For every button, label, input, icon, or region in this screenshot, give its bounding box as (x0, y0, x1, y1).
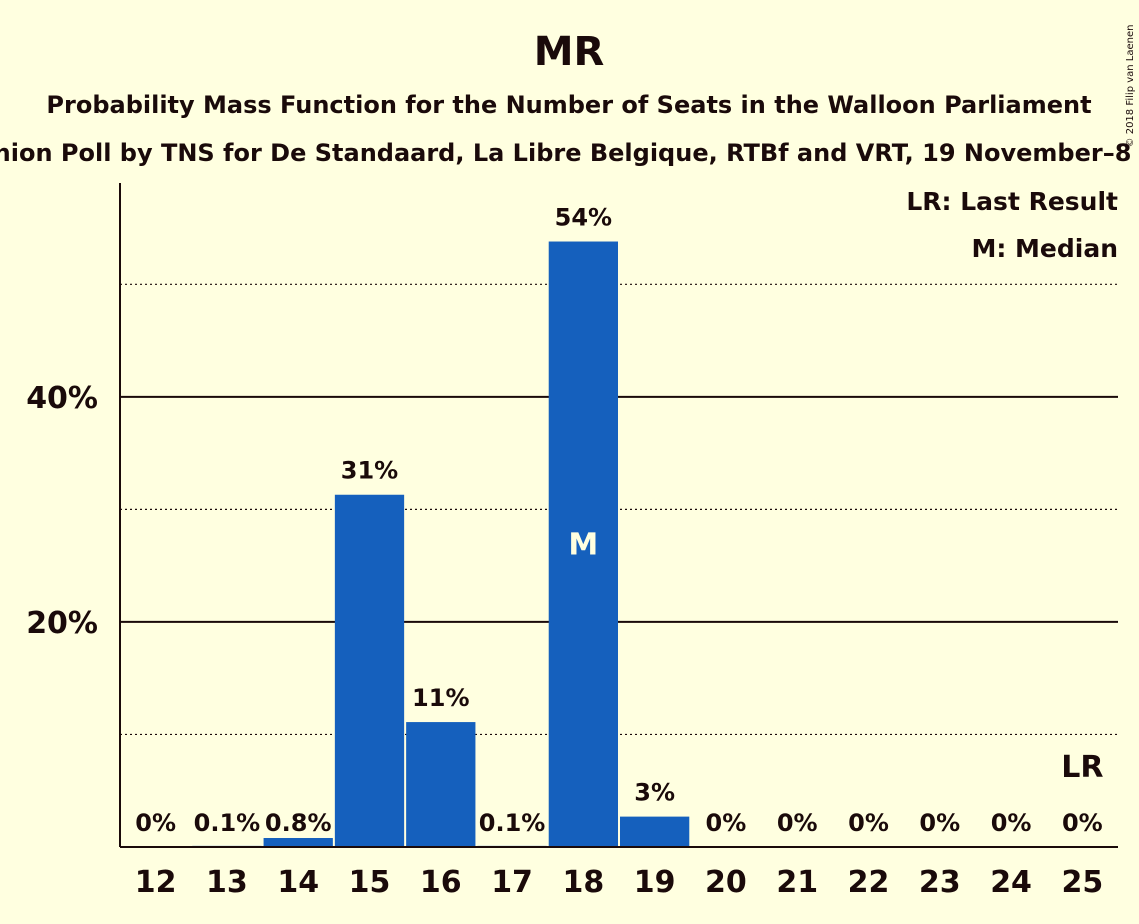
legend-median: M: Median (971, 234, 1118, 263)
x-tick-label: 12 (135, 865, 177, 900)
x-tick-label: 15 (349, 865, 391, 900)
chart-subtitle-poll: Opinion Poll by TNS for De Standaard, La… (0, 139, 1139, 167)
x-tick-label: 21 (776, 865, 818, 900)
bars (192, 242, 689, 847)
x-tick-label: 24 (990, 865, 1032, 900)
bar-gap (188, 842, 265, 846)
bar-data-label: 0% (135, 809, 176, 837)
last-result-marker: LR (1061, 750, 1103, 785)
x-tick-label: 23 (919, 865, 961, 900)
x-tick-label: 14 (277, 865, 319, 900)
bar-gap (545, 238, 622, 242)
bar-data-label: 0% (777, 809, 818, 837)
chart-title: MR (534, 29, 605, 75)
bar (264, 838, 333, 847)
chart-subtitle: Probability Mass Function for the Number… (46, 91, 1091, 119)
x-tick-label: 13 (206, 865, 248, 900)
bar-data-label: 0% (848, 809, 889, 837)
bar-data-label: 3% (634, 779, 675, 807)
bar-data-label: 0.1% (194, 809, 261, 837)
bar (620, 817, 689, 847)
x-tick-label: 18 (562, 865, 604, 900)
bar-data-label: 0.1% (479, 809, 546, 837)
x-tick-label: 17 (491, 865, 533, 900)
bar-data-label: 0% (706, 809, 747, 837)
x-tick-label: 19 (634, 865, 676, 900)
gridlines (120, 238, 1118, 846)
copyright-note: © 2018 Filip van Laenen (1125, 25, 1136, 148)
data-labels: 0% 0.1% 0.8%31%11%0.1%54%M3%0% 0% 0% 0% 0% 0%LR (135, 204, 1103, 837)
bar-data-label: 0% (919, 809, 960, 837)
bar-data-label: 54% (555, 204, 612, 232)
x-tick-label: 25 (1061, 865, 1103, 900)
y-tick-label: 40% (26, 381, 98, 416)
x-tick-label: 22 (848, 865, 890, 900)
x-tick-label: 16 (420, 865, 462, 900)
median-marker: M (568, 527, 598, 562)
bar-gap (473, 842, 550, 846)
bar-data-label: 0% (1062, 809, 1103, 837)
bar-gap (616, 813, 693, 817)
x-tick-label: 20 (705, 865, 747, 900)
bar-data-label: 0% (991, 809, 1032, 837)
bar (406, 722, 475, 847)
bar-gap (331, 491, 408, 495)
bar-gap (402, 718, 479, 722)
legend-last-result: LR: Last Result (906, 187, 1118, 216)
y-tick-label: 20% (26, 606, 98, 641)
bar-data-label: 31% (341, 457, 398, 485)
bar-data-label: 0.8% (265, 809, 332, 837)
bar (335, 495, 404, 847)
bar-data-label: 11% (412, 684, 469, 712)
